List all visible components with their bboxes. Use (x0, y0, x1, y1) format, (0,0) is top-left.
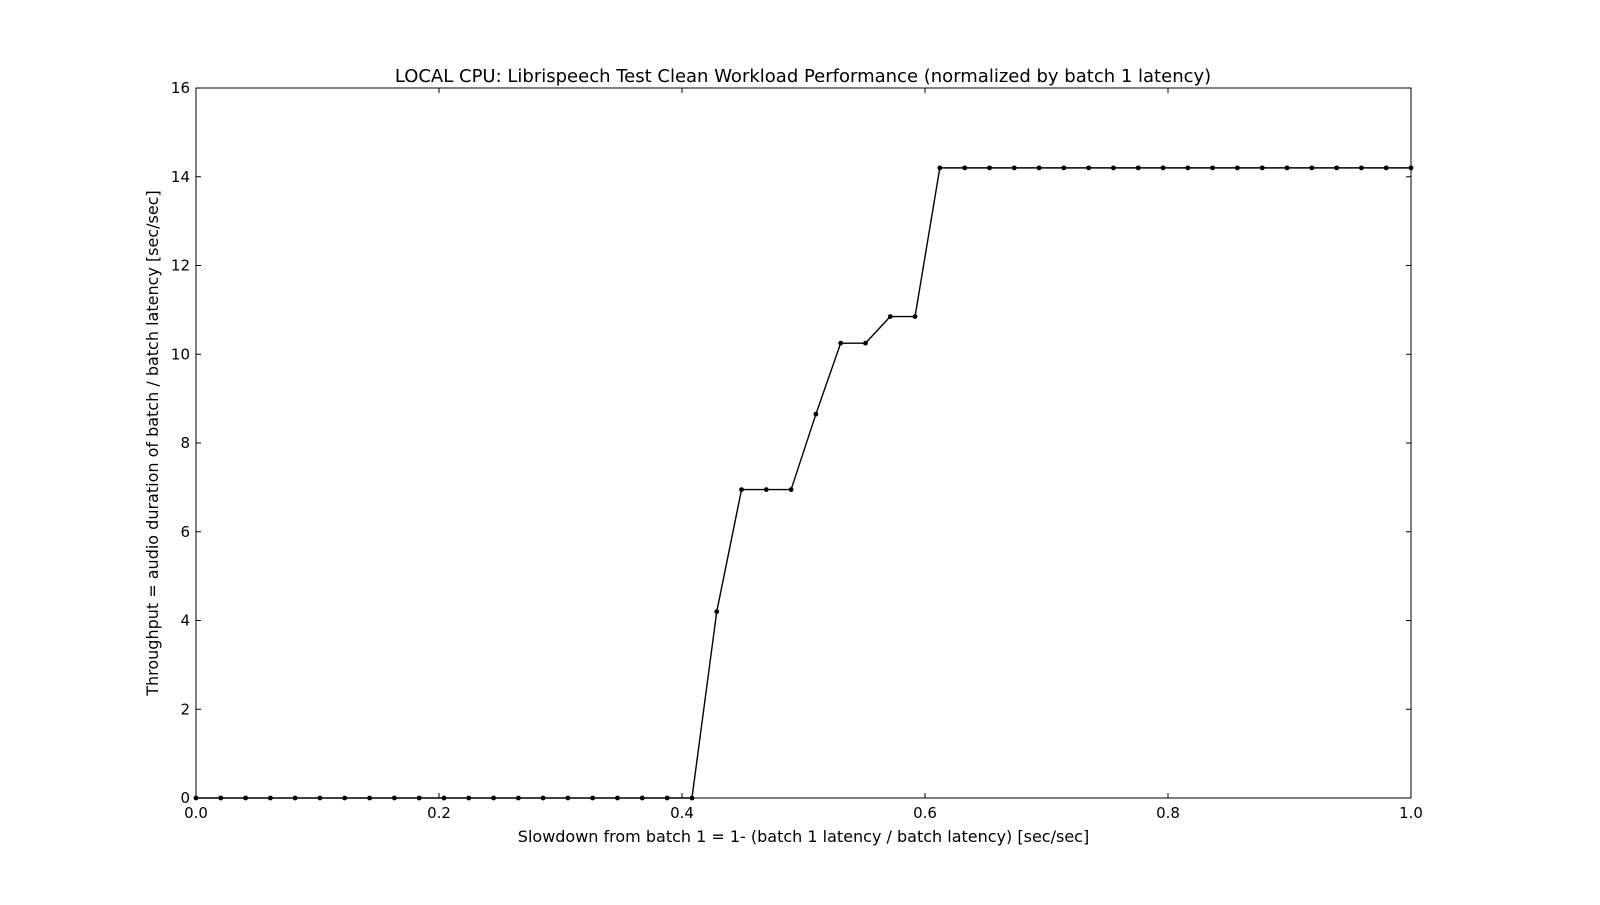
y-tick-label-2: 4 (180, 612, 190, 630)
x-tick-label-0: 0.0 (184, 804, 208, 822)
data-point-23 (763, 487, 769, 492)
data-point-29 (912, 314, 918, 319)
y-axis-label: Throughput = audio duration of batch / b… (143, 190, 162, 697)
y-tick-label-1: 2 (180, 700, 190, 718)
data-point-38 (1135, 165, 1141, 171)
x-tick-label-3: 0.6 (913, 804, 937, 822)
data-point-28 (887, 314, 893, 319)
data-point-43 (1259, 165, 1265, 171)
series-line-0 (196, 167, 1411, 799)
y-tick-label-5: 10 (171, 345, 190, 363)
data-point-25 (813, 411, 819, 417)
data-point-24 (788, 487, 794, 492)
y-tick-label-8: 16 (171, 79, 190, 97)
data-point-44 (1284, 165, 1290, 171)
y-tick-label-7: 14 (171, 168, 190, 186)
data-point-39 (1160, 165, 1166, 171)
y-tick-label-6: 12 (171, 257, 190, 275)
x-tick-label-5: 1.0 (1399, 804, 1423, 822)
data-point-26 (838, 340, 844, 346)
chart-title: LOCAL CPU: Librispeech Test Clean Worklo… (395, 66, 1211, 87)
data-point-31 (962, 165, 968, 171)
data-point-22 (739, 487, 744, 492)
data-point-37 (1111, 165, 1116, 171)
y-tick-label-4: 8 (180, 434, 190, 452)
data-point-45 (1309, 165, 1315, 171)
y-tick-label-0: 0 (180, 789, 190, 807)
data-point-21 (714, 609, 720, 615)
data-point-47 (1359, 165, 1364, 171)
data-point-34 (1036, 165, 1042, 171)
plot-marks (193, 165, 1414, 801)
plot-frame (195, 87, 1412, 799)
data-point-35 (1061, 165, 1067, 171)
data-point-27 (863, 340, 868, 346)
y-tick-label-3: 6 (180, 523, 190, 541)
data-point-42 (1234, 165, 1240, 171)
x-tick-label-4: 0.8 (1156, 804, 1180, 822)
x-tick-label-1: 0.2 (427, 804, 451, 822)
axis-ticks: 0.0 0.2 0.4 0.6 0.8 1.0 0 2 4 6 8 10 12 14 16 (171, 79, 1423, 822)
x-tick-label-2: 0.4 (670, 804, 694, 822)
data-point-46 (1334, 165, 1340, 171)
data-point-30 (937, 165, 943, 171)
data-point-32 (987, 165, 992, 171)
data-point-40 (1185, 165, 1191, 171)
data-point-36 (1086, 165, 1092, 171)
data-point-48 (1383, 165, 1389, 171)
data-point-33 (1011, 165, 1017, 171)
x-axis-label: Slowdown from batch 1 = 1- (batch 1 late… (518, 827, 1089, 846)
data-point-41 (1210, 165, 1215, 171)
